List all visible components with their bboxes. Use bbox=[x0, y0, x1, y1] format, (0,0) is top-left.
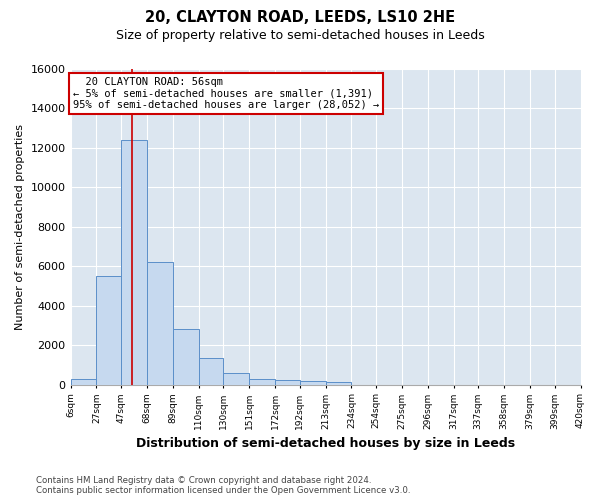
Bar bbox=[326, 382, 352, 384]
Bar bbox=[121, 140, 147, 384]
X-axis label: Distribution of semi-detached houses by size in Leeds: Distribution of semi-detached houses by … bbox=[136, 437, 515, 450]
Bar bbox=[147, 262, 173, 384]
Y-axis label: Number of semi-detached properties: Number of semi-detached properties bbox=[15, 124, 25, 330]
Bar bbox=[299, 382, 326, 384]
Text: Contains HM Land Registry data © Crown copyright and database right 2024.
Contai: Contains HM Land Registry data © Crown c… bbox=[36, 476, 410, 495]
Bar bbox=[97, 276, 121, 384]
Bar bbox=[249, 378, 275, 384]
Bar bbox=[199, 358, 223, 384]
Text: 20 CLAYTON ROAD: 56sqm
← 5% of semi-detached houses are smaller (1,391)
95% of s: 20 CLAYTON ROAD: 56sqm ← 5% of semi-deta… bbox=[73, 77, 379, 110]
Bar bbox=[173, 330, 199, 384]
Bar bbox=[275, 380, 299, 384]
Text: Size of property relative to semi-detached houses in Leeds: Size of property relative to semi-detach… bbox=[116, 29, 484, 42]
Bar bbox=[223, 373, 249, 384]
Bar bbox=[71, 378, 97, 384]
Text: 20, CLAYTON ROAD, LEEDS, LS10 2HE: 20, CLAYTON ROAD, LEEDS, LS10 2HE bbox=[145, 10, 455, 25]
